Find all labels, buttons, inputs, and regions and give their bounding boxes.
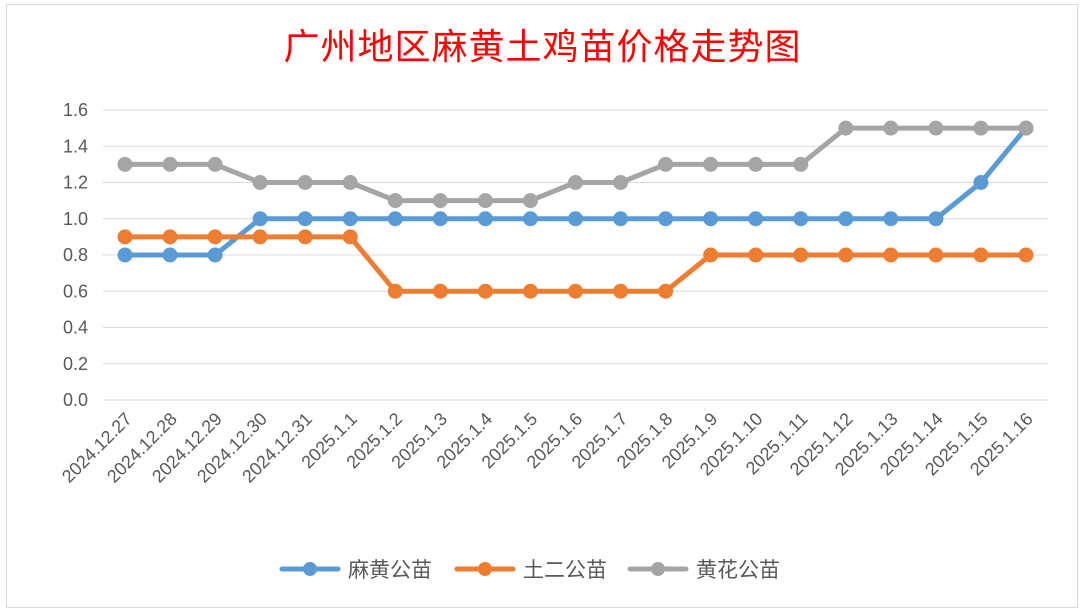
data-point bbox=[568, 283, 583, 299]
data-point bbox=[883, 247, 899, 263]
data-point bbox=[342, 211, 358, 227]
data-point bbox=[342, 229, 358, 245]
data-point bbox=[928, 211, 944, 227]
chart-area bbox=[6, 4, 1078, 608]
data-point bbox=[207, 156, 223, 172]
data-point bbox=[838, 247, 854, 263]
data-point bbox=[207, 229, 223, 245]
data-point bbox=[838, 120, 854, 136]
data-point bbox=[793, 156, 809, 172]
data-point bbox=[297, 211, 313, 227]
data-point bbox=[793, 247, 809, 263]
data-point bbox=[613, 283, 629, 299]
data-point bbox=[117, 229, 133, 245]
data-point bbox=[252, 211, 268, 227]
data-point bbox=[703, 211, 719, 227]
series-line bbox=[122, 234, 1029, 294]
y-tick-label: 0.0 bbox=[63, 390, 88, 410]
y-tick-label: 1.4 bbox=[63, 136, 88, 156]
data-point bbox=[252, 175, 268, 190]
data-point bbox=[432, 193, 448, 209]
legend-marker bbox=[651, 562, 665, 576]
data-point bbox=[748, 247, 764, 263]
legend-marker bbox=[478, 562, 492, 576]
data-point bbox=[568, 175, 583, 190]
data-point bbox=[1018, 247, 1034, 263]
y-tick-label: 0.8 bbox=[63, 245, 88, 265]
data-point bbox=[883, 120, 899, 136]
y-tick-label: 0.4 bbox=[63, 318, 88, 338]
data-point bbox=[207, 247, 223, 263]
data-point bbox=[703, 156, 719, 172]
y-tick-label: 1.6 bbox=[63, 100, 88, 120]
data-point bbox=[342, 175, 358, 190]
data-point bbox=[928, 120, 944, 136]
data-point bbox=[658, 283, 674, 299]
data-point bbox=[1018, 120, 1034, 136]
data-point bbox=[162, 156, 178, 172]
data-point bbox=[973, 120, 989, 136]
y-tick-label: 0.6 bbox=[63, 281, 88, 301]
data-point bbox=[522, 211, 538, 227]
data-point bbox=[748, 156, 764, 172]
data-point bbox=[748, 211, 764, 227]
data-point bbox=[252, 229, 268, 245]
data-point bbox=[117, 247, 133, 263]
legend-label: 土二公苗 bbox=[523, 558, 607, 582]
data-point bbox=[883, 211, 899, 227]
data-point bbox=[838, 211, 854, 227]
data-point bbox=[477, 283, 493, 299]
data-point bbox=[793, 211, 809, 227]
chart-title: 广州地区麻黄土鸡苗价格走势图 bbox=[283, 27, 802, 68]
data-point bbox=[477, 193, 493, 209]
data-point bbox=[703, 247, 719, 263]
data-point bbox=[297, 175, 313, 190]
data-point bbox=[973, 247, 989, 263]
data-point bbox=[432, 211, 448, 227]
data-point bbox=[568, 211, 583, 227]
data-point bbox=[973, 175, 989, 190]
data-point bbox=[432, 283, 448, 299]
data-point bbox=[387, 211, 403, 227]
legend-label: 黄花公苗 bbox=[696, 558, 780, 582]
data-point bbox=[658, 156, 674, 172]
data-point bbox=[613, 211, 629, 227]
y-tick-label: 1.0 bbox=[63, 209, 88, 229]
data-point bbox=[387, 193, 403, 209]
legend-marker bbox=[303, 562, 317, 576]
data-point bbox=[613, 175, 629, 190]
data-point bbox=[117, 156, 133, 172]
data-point bbox=[928, 247, 944, 263]
data-point bbox=[162, 229, 178, 245]
y-tick-label: 0.2 bbox=[63, 354, 88, 374]
data-point bbox=[162, 247, 178, 263]
data-point bbox=[297, 229, 313, 245]
data-point bbox=[522, 283, 538, 299]
y-tick-label: 1.2 bbox=[63, 173, 88, 193]
data-point bbox=[658, 211, 674, 227]
data-point bbox=[522, 193, 538, 209]
legend-label: 麻黄公苗 bbox=[348, 558, 432, 582]
data-point bbox=[387, 283, 403, 299]
data-point bbox=[477, 211, 493, 227]
